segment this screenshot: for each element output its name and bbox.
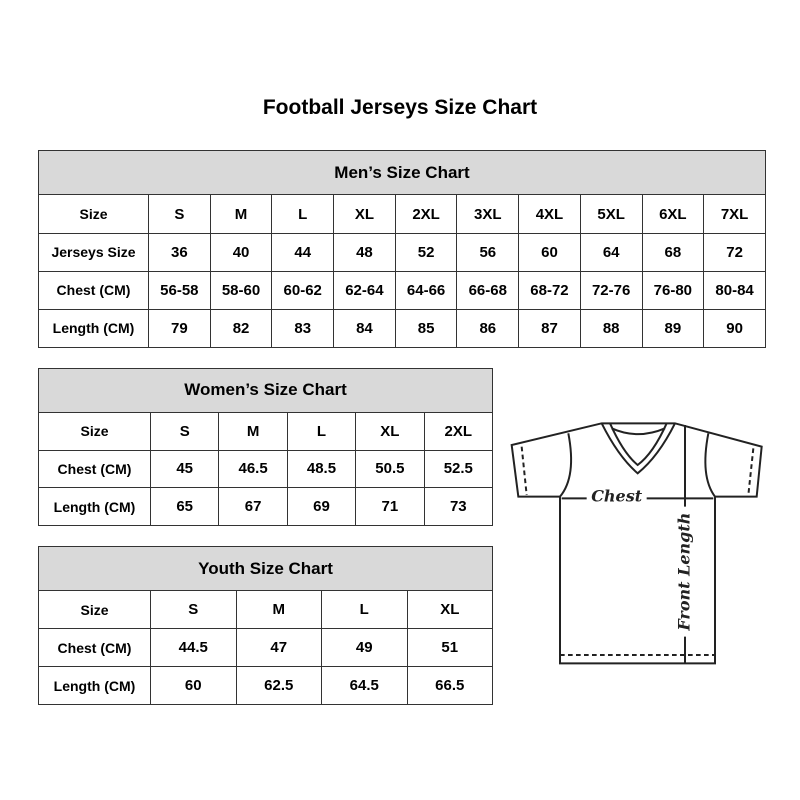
table-cell: 51: [406, 628, 494, 668]
table-cell: 60: [518, 232, 581, 272]
row-label: Size: [38, 590, 151, 630]
front-length-label: Front Length: [674, 513, 693, 632]
table-cell: 62.5: [235, 666, 322, 705]
table-cell: 49: [321, 628, 408, 668]
table-cell: 84: [333, 308, 396, 349]
table-title: Youth Size Chart: [37, 545, 494, 592]
table-cell: 2XL: [423, 411, 494, 451]
table-cell: 52.5: [423, 449, 494, 489]
table-row: Size S M L XL: [38, 590, 494, 630]
table-cell: 46.5: [218, 449, 288, 489]
table-cell: 73: [423, 487, 494, 526]
table-cell: 86: [456, 308, 520, 349]
table-cell: 60: [150, 666, 237, 705]
table-row: Chest (CM) 56-58 58-60 60-62 62-64 64-66 66-68…: [38, 270, 766, 310]
table-cell: 72-76: [579, 270, 643, 310]
table-cell: 3XL: [456, 194, 520, 234]
table-cell: 7XL: [703, 194, 766, 234]
table-cell: 64: [579, 232, 643, 272]
table-title: Women’s Size Chart: [37, 368, 494, 413]
table-cell: S: [149, 411, 220, 451]
row-label: Size: [38, 411, 151, 451]
table-cell: 44: [271, 232, 335, 272]
table-title: Men’s Size Chart: [38, 149, 766, 196]
row-label: Length (CM): [38, 308, 149, 349]
table-cell: 68: [641, 232, 705, 272]
table-cell: L: [321, 590, 408, 630]
table-cell: 90: [703, 308, 766, 349]
table-cell: 67: [218, 487, 288, 526]
table-cell: 45: [149, 449, 220, 489]
table-cell: 69: [286, 487, 357, 526]
table-cell: M: [235, 590, 322, 630]
table-cell: 88: [579, 308, 643, 349]
table-row: Length (CM) 60 62.5 64.5 66.5: [38, 666, 494, 705]
jersey-diagram: Chest Front Length: [510, 422, 763, 665]
table-cell: 76-80: [641, 270, 705, 310]
table-cell: 60-62: [271, 270, 335, 310]
table-cell: 87: [518, 308, 581, 349]
table-cell: XL: [355, 411, 425, 451]
table-cell: 80-84: [703, 270, 766, 310]
table-cell: 48: [333, 232, 396, 272]
table-cell: M: [218, 411, 288, 451]
table-cell: 4XL: [518, 194, 581, 234]
youth-size-table: Youth Size Chart Size S M L XL Chest (CM) 44.5 4…: [37, 545, 494, 705]
table-cell: 62-64: [333, 270, 396, 310]
table-cell: S: [150, 590, 237, 630]
table-row: Size S M L XL 2XL 3XL 4XL 5XL 6XL 7XL: [38, 194, 766, 234]
mens-size-table: Men’s Size Chart Size S M L XL 2XL 3XL 4XL 5XL 6XL…: [38, 149, 766, 349]
table-cell: 52: [394, 232, 458, 272]
table-row: Chest (CM) 45 46.5 48.5 50.5 52.5: [38, 449, 494, 489]
table-cell: 82: [209, 308, 273, 349]
table-row: Jerseys Size 36 40 44 48 52 56 60 64 68 72: [38, 232, 766, 272]
table-cell: 79: [148, 308, 211, 349]
row-label: Length (CM): [38, 487, 151, 526]
table-cell: 2XL: [394, 194, 458, 234]
table-cell: 83: [271, 308, 335, 349]
table-cell: 85: [394, 308, 458, 349]
table-cell: 47: [235, 628, 322, 668]
table-cell: S: [148, 194, 211, 234]
table-cell: L: [286, 411, 357, 451]
table-row: Chest (CM) 44.5 47 49 51: [38, 628, 494, 668]
row-label: Length (CM): [38, 666, 151, 705]
table-cell: 50.5: [355, 449, 425, 489]
table-cell: 40: [209, 232, 273, 272]
table-cell: 66.5: [406, 666, 494, 705]
table-cell: 71: [355, 487, 425, 526]
table-cell: 58-60: [209, 270, 273, 310]
jersey-outline: [510, 422, 763, 665]
table-cell: L: [271, 194, 335, 234]
table-cell: 44.5: [150, 628, 237, 668]
page-title: Football Jerseys Size Chart: [262, 96, 538, 119]
row-label: Chest (CM): [38, 449, 151, 489]
table-cell: M: [209, 194, 273, 234]
row-label: Jerseys Size: [38, 232, 149, 272]
chest-label: Chest: [591, 487, 643, 506]
table-cell: 5XL: [579, 194, 643, 234]
table-row: Length (CM) 79 82 83 84 85 86 87 88 89 90: [38, 308, 766, 349]
row-label: Chest (CM): [38, 270, 149, 310]
table-cell: 68-72: [518, 270, 581, 310]
row-label: Chest (CM): [38, 628, 151, 668]
table-cell: 89: [641, 308, 705, 349]
table-row: Length (CM) 65 67 69 71 73: [38, 487, 494, 526]
table-cell: XL: [333, 194, 396, 234]
table-cell: 6XL: [641, 194, 705, 234]
table-cell: 48.5: [286, 449, 357, 489]
table-cell: 36: [148, 232, 211, 272]
table-cell: 66-68: [456, 270, 520, 310]
womens-size-table: Women’s Size Chart Size S M L XL 2XL Chest (CM)…: [37, 368, 494, 526]
table-cell: 72: [703, 232, 766, 272]
table-cell: 64-66: [394, 270, 458, 310]
table-row: Size S M L XL 2XL: [38, 411, 494, 451]
table-cell: 56-58: [148, 270, 211, 310]
table-cell: 56: [456, 232, 520, 272]
table-cell: 64.5: [321, 666, 408, 705]
row-label: Size: [38, 194, 149, 234]
table-cell: XL: [406, 590, 494, 630]
table-cell: 65: [149, 487, 220, 526]
